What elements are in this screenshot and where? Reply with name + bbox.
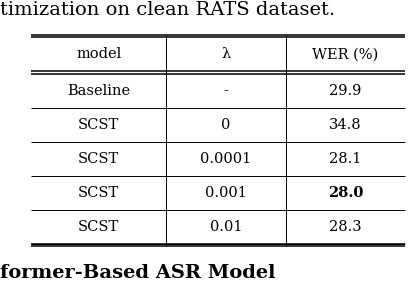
Text: λ: λ — [221, 48, 230, 61]
Text: -: - — [224, 84, 228, 98]
Text: Baseline: Baseline — [67, 84, 130, 98]
Text: 29.9: 29.9 — [329, 84, 362, 98]
Text: 34.8: 34.8 — [329, 118, 362, 132]
Text: 0.001: 0.001 — [205, 186, 247, 200]
Text: model: model — [76, 48, 121, 61]
Text: WER (%): WER (%) — [313, 48, 379, 61]
Text: SCST: SCST — [78, 152, 119, 166]
Text: SCST: SCST — [78, 118, 119, 132]
Text: 28.0: 28.0 — [328, 186, 363, 200]
Text: SCST: SCST — [78, 186, 119, 200]
Text: 0.01: 0.01 — [210, 220, 242, 234]
Text: SCST: SCST — [78, 220, 119, 234]
Text: 0.0001: 0.0001 — [200, 152, 252, 166]
Text: 28.3: 28.3 — [329, 220, 362, 234]
Text: former-Based ASR Model: former-Based ASR Model — [0, 264, 275, 282]
Text: 0: 0 — [221, 118, 231, 132]
Text: 28.1: 28.1 — [329, 152, 362, 166]
Text: timization on clean RATS dataset.: timization on clean RATS dataset. — [0, 1, 335, 20]
